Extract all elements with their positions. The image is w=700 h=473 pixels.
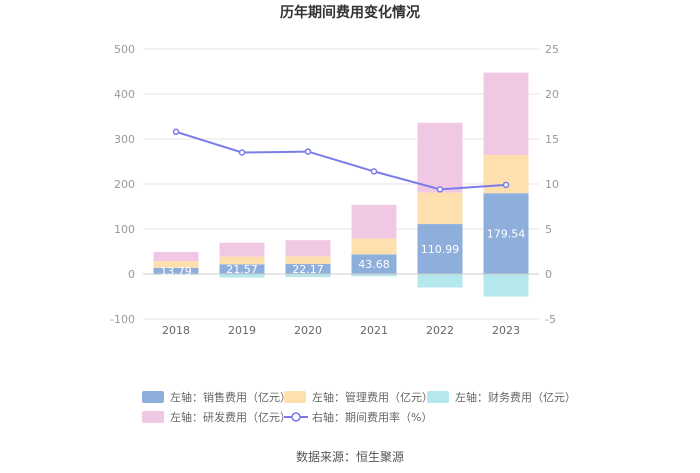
bar-segment-finance <box>285 274 331 278</box>
x-tick-label: 2022 <box>426 324 454 337</box>
chart-title: 历年期间费用变化情况 <box>280 4 420 21</box>
right-tick-label: 10 <box>545 178 559 191</box>
bar-segment <box>483 72 529 155</box>
rate-point <box>172 128 180 136</box>
left-tick-label: 100 <box>114 223 135 236</box>
sales-value-label: 179.54 <box>487 228 526 241</box>
bar-segment <box>219 242 265 257</box>
bar-segment <box>285 256 331 265</box>
legend-swatch <box>284 391 306 403</box>
bar-segment-finance <box>351 274 397 277</box>
rate-polyline <box>175 130 507 191</box>
sales-value-label: 43.68 <box>358 258 390 271</box>
bar-segment <box>219 264 265 274</box>
right-tick-label: 15 <box>545 133 559 146</box>
rate-point <box>238 149 246 156</box>
left-tick-label: 200 <box>114 178 135 191</box>
bar-segment <box>153 261 199 268</box>
bar-segment <box>351 254 397 274</box>
bar-segment <box>153 252 199 262</box>
legend-label: 左轴：销售费用（亿元） <box>170 390 291 404</box>
right-tick-label: 0 <box>545 268 552 281</box>
rate-point <box>304 148 312 155</box>
bar-segment <box>417 224 463 274</box>
data-source: 数据来源：恒生聚源 <box>296 449 404 464</box>
bar-segment <box>417 192 463 225</box>
left-axis: -100 0 100 200 300 400 500 <box>110 43 135 326</box>
sales-value-label: 22.17 <box>292 263 324 276</box>
right-tick-label: 20 <box>545 88 559 101</box>
sales-value-label: 21.57 <box>226 263 258 276</box>
right-tick-label: -5 <box>545 313 556 326</box>
left-tick-label: 400 <box>114 88 135 101</box>
gridlines <box>143 48 539 320</box>
x-axis: 2018 2019 2020 2021 2022 2023 <box>162 324 520 337</box>
x-tick-label: 2021 <box>360 324 388 337</box>
left-tick-label: 300 <box>114 133 135 146</box>
sales-value-label: 110.99 <box>421 243 460 256</box>
x-tick-label: 2019 <box>228 324 256 337</box>
bar-segment <box>285 240 331 257</box>
legend-label: 左轴：研发费用（亿元） <box>170 410 291 424</box>
left-tick-label: -100 <box>110 313 135 326</box>
x-tick-label: 2020 <box>294 324 322 337</box>
legend-label: 左轴：管理费用（亿元） <box>312 390 433 404</box>
bar-segment <box>219 256 265 265</box>
legend-swatch <box>142 391 164 403</box>
sales-value-label: 13.79 <box>160 265 192 278</box>
legend: 左轴：销售费用（亿元） 左轴：管理费用（亿元） 左轴：财务费用（亿元） 左轴：研发费用… <box>142 390 576 424</box>
bar-segment-finance <box>417 274 463 288</box>
bar-segment-finance <box>483 274 529 297</box>
left-tick-label: 500 <box>114 43 135 56</box>
expense-rate-line <box>172 128 510 193</box>
rate-point <box>436 186 444 193</box>
right-tick-label: 5 <box>545 223 552 236</box>
x-tick-label: 2023 <box>492 324 520 337</box>
legend-swatch <box>142 411 164 423</box>
rate-point <box>502 181 510 189</box>
bar-segment <box>351 238 397 255</box>
legend-label: 右轴：期间费用率（%） <box>312 410 432 424</box>
bar-segment <box>417 122 463 193</box>
bar-segment <box>483 193 529 274</box>
rate-point <box>370 168 378 175</box>
x-tick-label: 2018 <box>162 324 190 337</box>
left-tick-label: 0 <box>128 268 135 281</box>
legend-label: 左轴：财务费用（亿元） <box>455 390 576 404</box>
bars <box>153 72 529 297</box>
legend-marker <box>291 412 301 422</box>
right-tick-label: 25 <box>545 43 559 56</box>
right-axis: -5 0 5 10 15 20 25 <box>545 43 559 326</box>
bar-segment <box>285 264 331 274</box>
data-labels: 13.79 21.57 22.17 43.68 110.99 179.54 <box>160 228 525 278</box>
bar-segment <box>153 267 199 274</box>
bar-segment-finance <box>219 274 265 278</box>
bar-segment <box>351 204 397 239</box>
legend-swatch <box>427 391 449 403</box>
